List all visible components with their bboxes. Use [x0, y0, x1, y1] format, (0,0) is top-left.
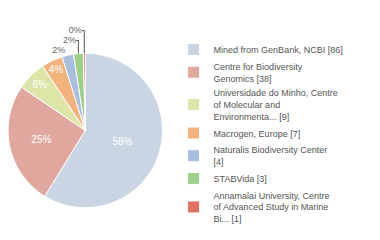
svg-text:2%: 2% — [63, 35, 76, 45]
svg-text:Annamalai University, Centreof: Annamalai University, Centreof Advanced … — [214, 191, 330, 224]
svg-text:Naturalis Biodiversity Center[: Naturalis Biodiversity Center[4] — [214, 145, 328, 167]
svg-text:0%: 0% — [69, 25, 82, 35]
svg-text:Centre for BiodiversityGenomic: Centre for BiodiversityGenomics [38] — [214, 62, 303, 84]
svg-text:2%: 2% — [52, 45, 65, 55]
svg-text:Mined from GenBank, NCBI [86]: Mined from GenBank, NCBI [86] — [214, 45, 343, 55]
svg-text:58%: 58% — [112, 136, 132, 147]
svg-text:Universidade do Minho, Centreo: Universidade do Minho, Centreof Molecula… — [214, 88, 338, 121]
svg-text:STABVida [3]: STABVida [3] — [214, 174, 267, 184]
svg-text:6%: 6% — [32, 79, 47, 90]
svg-text:Macrogen, Europe [7]: Macrogen, Europe [7] — [214, 129, 301, 139]
svg-text:4%: 4% — [49, 64, 64, 75]
svg-text:25%: 25% — [31, 134, 51, 145]
